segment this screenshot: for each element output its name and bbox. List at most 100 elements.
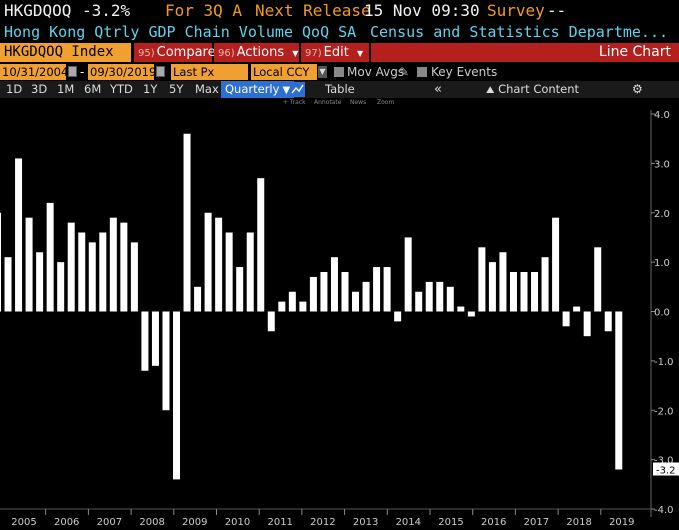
currency-select[interactable]: Local CCY: [251, 64, 317, 80]
data-bar[interactable]: [204, 212, 212, 312]
data-bar[interactable]: [246, 232, 254, 312]
data-bar[interactable]: [236, 267, 244, 312]
data-bar[interactable]: [415, 291, 423, 312]
period-1y-button[interactable]: 1Y: [143, 82, 158, 96]
data-bar[interactable]: [99, 232, 107, 312]
data-bar[interactable]: [183, 133, 191, 312]
compare-button[interactable]: 95) Compare: [134, 43, 216, 62]
table-button[interactable]: Table: [325, 82, 355, 96]
data-bar[interactable]: [173, 311, 181, 480]
price-field-select[interactable]: Last Px: [171, 64, 248, 80]
data-bar[interactable]: [373, 267, 381, 312]
data-bar[interactable]: [162, 311, 170, 411]
edit-button[interactable]: 97) Edit ▼: [301, 43, 369, 62]
edit-num: 97): [305, 48, 322, 59]
settings-gear-icon[interactable]: ⚙: [632, 82, 643, 96]
end-calendar-icon[interactable]: [156, 66, 165, 77]
data-bar[interactable]: [478, 247, 486, 312]
data-bar[interactable]: [141, 311, 149, 371]
data-bar[interactable]: [583, 311, 591, 337]
data-bar[interactable]: [4, 257, 12, 312]
news-tool[interactable]: News: [350, 99, 367, 106]
currency-dropdown-icon[interactable]: ▼: [318, 66, 327, 78]
data-bar[interactable]: [299, 301, 307, 312]
data-bar[interactable]: [594, 247, 602, 312]
data-bar[interactable]: [194, 286, 202, 312]
data-bar[interactable]: [88, 242, 96, 312]
survey-label: Survey: [487, 1, 545, 20]
data-bar[interactable]: [257, 178, 265, 312]
data-bar[interactable]: [67, 222, 75, 312]
data-bar[interactable]: [78, 232, 86, 312]
start-date-input[interactable]: 10/31/2004: [0, 64, 69, 80]
data-bar[interactable]: [309, 276, 317, 312]
period-6m-button[interactable]: 6M: [84, 82, 102, 96]
period-1m-button[interactable]: 1M: [57, 82, 75, 96]
period-1d-button[interactable]: 1D: [6, 82, 23, 96]
data-bar[interactable]: [604, 311, 612, 332]
y-tick-label: -1.0: [654, 357, 674, 368]
pencil-icon[interactable]: ✎: [399, 65, 410, 79]
mov-avgs-checkbox[interactable]: [334, 67, 344, 77]
annotate-tool[interactable]: Annotate: [314, 99, 342, 106]
chart-content-button[interactable]: ⛰ Chart Content: [486, 81, 579, 98]
gdp-bar-chart[interactable]: 4.0 3.0 2.0 1.0 0.0 -1.0 -2.0 -3.0 -4.0 2005 2006 2…: [0, 106, 679, 530]
data-bar[interactable]: [341, 272, 349, 312]
data-bar[interactable]: [109, 217, 117, 312]
data-bar[interactable]: [541, 257, 549, 312]
key-events-checkbox[interactable]: [417, 67, 427, 77]
key-events-label: Key Events: [431, 65, 498, 79]
data-bar[interactable]: [215, 217, 223, 312]
data-bar[interactable]: [362, 281, 370, 312]
start-calendar-icon[interactable]: [68, 66, 77, 77]
data-bar[interactable]: [520, 272, 528, 312]
data-bar[interactable]: [330, 257, 338, 312]
data-bar[interactable]: [404, 237, 412, 312]
data-bar[interactable]: [562, 311, 570, 327]
period-ytd-button[interactable]: YTD: [110, 82, 133, 96]
data-bar[interactable]: [467, 311, 475, 317]
data-bar[interactable]: [488, 262, 496, 312]
collapse-icon[interactable]: «: [434, 82, 442, 97]
data-bar[interactable]: [552, 217, 560, 312]
data-bar[interactable]: [15, 158, 23, 312]
zoom-tool[interactable]: Zoom: [377, 99, 395, 106]
data-bar[interactable]: [25, 217, 33, 312]
data-bar[interactable]: [352, 291, 360, 312]
x-tick-label: 2007: [97, 517, 122, 528]
data-bar[interactable]: [509, 272, 517, 312]
data-bar[interactable]: [573, 306, 581, 312]
data-bar[interactable]: [267, 311, 275, 332]
end-date-input[interactable]: 09/30/2019: [88, 64, 157, 80]
data-bar[interactable]: [383, 267, 391, 312]
actions-button[interactable]: 96) Actions ▼: [214, 43, 299, 62]
data-bar[interactable]: [457, 306, 465, 312]
chart-type-text: Line Chart: [598, 44, 671, 60]
chart-type-label[interactable]: Line Chart: [371, 43, 679, 62]
period-max-button[interactable]: Max: [195, 82, 219, 96]
data-bar[interactable]: [120, 222, 128, 312]
period-5y-button[interactable]: 5Y: [169, 82, 184, 96]
data-bar[interactable]: [151, 311, 159, 366]
data-bar[interactable]: [225, 232, 233, 312]
track-tool[interactable]: + Track: [283, 99, 306, 106]
line-chart-icon[interactable]: [290, 82, 305, 97]
security-input[interactable]: HKGDQOQ Index: [0, 43, 131, 62]
data-bar[interactable]: [288, 291, 296, 312]
data-bar[interactable]: [394, 311, 402, 322]
data-bar[interactable]: [46, 202, 54, 312]
data-bar[interactable]: [278, 301, 286, 312]
data-bar[interactable]: [446, 286, 454, 312]
data-bar[interactable]: [531, 272, 539, 312]
data-bar[interactable]: [36, 252, 44, 312]
frequency-select[interactable]: Quarterly ▼: [221, 81, 295, 98]
data-bar[interactable]: [320, 272, 328, 312]
data-bar[interactable]: [615, 311, 623, 470]
data-bar[interactable]: [130, 242, 138, 312]
data-bar[interactable]: [436, 281, 444, 312]
data-bar[interactable]: [57, 262, 65, 312]
data-bar[interactable]: [0, 212, 1, 312]
data-bar[interactable]: [425, 281, 433, 312]
period-3d-button[interactable]: 3D: [31, 82, 48, 96]
data-bar[interactable]: [499, 252, 507, 312]
